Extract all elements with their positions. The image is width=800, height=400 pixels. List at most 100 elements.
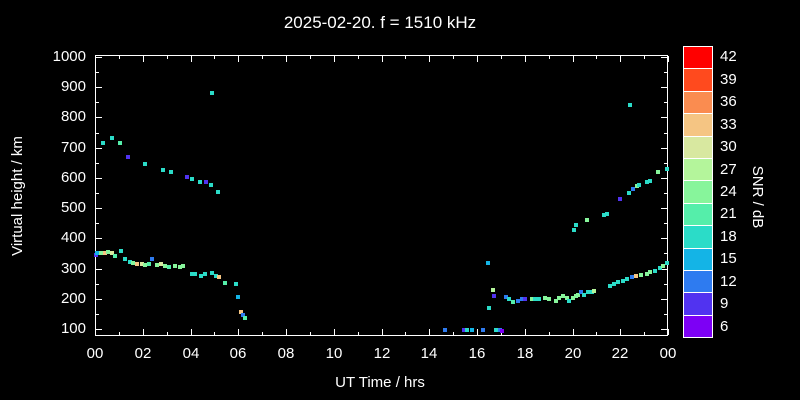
y-major-tick: [661, 57, 667, 58]
scatter-point: [190, 177, 194, 181]
y-minor-tick: [664, 102, 667, 103]
x-minor-tick: [262, 332, 263, 335]
scatter-point: [658, 266, 662, 270]
colorbar-block: [684, 157, 712, 181]
scatter-point: [567, 299, 571, 303]
scatter-point: [543, 296, 547, 300]
scatter-point: [465, 328, 469, 332]
colorbar-tick-label: 33: [720, 115, 737, 133]
colorbar-block: [684, 180, 712, 203]
scatter-point: [147, 262, 151, 266]
colorbar-tick-label: 30: [720, 138, 737, 156]
scatter-point: [106, 250, 110, 254]
x-major-tick: [334, 56, 335, 62]
x-major-tick: [573, 329, 574, 335]
scatter-point: [135, 262, 139, 266]
scatter-point: [128, 260, 132, 264]
scatter-point: [585, 218, 589, 222]
y-minor-tick: [96, 223, 99, 224]
scatter-point: [169, 170, 173, 174]
scatter-point: [181, 264, 185, 268]
scatter-point: [223, 281, 227, 285]
x-minor-tick: [549, 332, 550, 335]
scatter-point: [140, 262, 144, 266]
scatter-point: [486, 261, 490, 265]
scatter-point: [198, 180, 202, 184]
x-major-tick: [238, 329, 239, 335]
x-major-tick: [382, 329, 383, 335]
y-minor-tick: [664, 133, 667, 134]
x-minor-tick: [405, 56, 406, 59]
scatter-point: [627, 191, 631, 195]
scatter-point: [572, 228, 576, 232]
scatter-point: [143, 162, 147, 166]
x-minor-tick: [310, 56, 311, 59]
scatter-point: [661, 264, 665, 268]
x-minor-tick: [119, 332, 120, 335]
scatter-point: [630, 275, 634, 279]
x-minor-tick: [501, 56, 502, 59]
scatter-point: [470, 328, 474, 332]
scatter-point: [239, 310, 243, 314]
colorbar-block: [684, 68, 712, 91]
y-major-tick: [661, 329, 667, 330]
scatter-point: [523, 297, 527, 301]
colorbar-block: [684, 90, 712, 114]
y-major-tick: [96, 208, 102, 209]
scatter-point: [462, 328, 466, 332]
colorbar-tick-label: 27: [720, 160, 737, 178]
scatter-point: [576, 293, 580, 297]
x-tick-label: 10: [325, 345, 343, 362]
scatter-point: [95, 251, 99, 255]
scatter-point: [159, 262, 163, 266]
x-minor-tick: [358, 332, 359, 335]
scatter-point: [210, 271, 214, 275]
scatter-point: [119, 249, 123, 253]
scatter-point: [178, 265, 182, 269]
x-tick-label: 18: [516, 345, 534, 362]
x-major-tick: [668, 56, 669, 62]
colorbar-block: [684, 202, 712, 226]
scatter-point: [579, 290, 583, 294]
scatter-point: [210, 91, 214, 95]
scatter-point: [574, 223, 578, 227]
scatter-point: [163, 264, 167, 268]
y-major-tick: [96, 148, 102, 149]
scatter-point: [634, 274, 638, 278]
y-minor-tick: [664, 223, 667, 224]
y-minor-tick: [664, 314, 667, 315]
x-minor-tick: [501, 332, 502, 335]
scatter-point: [103, 251, 107, 255]
x-tick-label: 14: [420, 345, 438, 362]
y-minor-tick: [96, 72, 99, 73]
scatter-point: [612, 282, 616, 286]
scatter-point: [209, 183, 213, 187]
colorbar-tick-label: 39: [720, 70, 737, 88]
scatter-point: [605, 212, 609, 216]
scatter-point: [487, 306, 491, 310]
colorbar-tick-label: 15: [720, 250, 737, 268]
scatter-point: [547, 297, 551, 301]
colorbar-tick-label: 9: [720, 295, 729, 313]
y-tick-label: 1000: [52, 48, 86, 65]
scatter-point: [243, 316, 247, 320]
colorbar-tick-label: 18: [720, 227, 737, 245]
scatter-point: [645, 180, 649, 184]
scatter-point: [491, 288, 495, 292]
scatter-point: [557, 296, 561, 300]
scatter-point: [511, 300, 515, 304]
scatter-point: [608, 284, 612, 288]
scatter-point: [621, 279, 625, 283]
x-major-tick: [191, 329, 192, 335]
x-axis-title: UT Time / hrs: [335, 374, 425, 391]
colorbar-block: [684, 135, 712, 158]
y-minor-tick: [664, 72, 667, 73]
scatter-point: [656, 170, 660, 174]
colorbar: [683, 46, 713, 338]
x-minor-tick: [214, 332, 215, 335]
y-tick-label: 300: [60, 260, 86, 277]
scatter-point: [530, 297, 534, 301]
y-major-tick: [96, 117, 102, 118]
y-tick-label: 600: [60, 169, 86, 186]
scatter-point: [586, 290, 590, 294]
